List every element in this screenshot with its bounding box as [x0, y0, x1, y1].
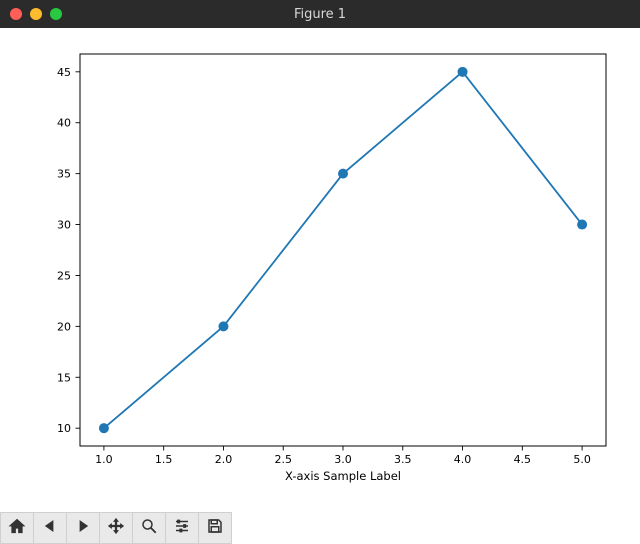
x-axis-label: X-axis Sample Label	[285, 469, 401, 483]
configure-subplots-button[interactable]	[165, 512, 199, 544]
plot-area: 1.0 1.5 2.0 2.5 3.0 3.5 4.0 4.5 5.0 10 15 20 25 30 35 4…	[0, 28, 640, 512]
configure-icon	[173, 517, 191, 539]
x-tick-label: 5.0	[573, 453, 591, 466]
x-tick-label: 1.0	[95, 453, 113, 466]
y-tick-label: 15	[57, 371, 71, 384]
home-icon	[8, 517, 26, 539]
axes-frame	[80, 54, 606, 446]
x-tick-label: 2.0	[215, 453, 233, 466]
traffic-lights	[0, 8, 62, 20]
y-tick-label: 10	[57, 422, 71, 435]
y-tick-label: 35	[57, 168, 71, 181]
pan-button[interactable]	[99, 512, 133, 544]
zoom-icon	[140, 517, 158, 539]
y-tick-label: 40	[57, 117, 71, 130]
window-title: Figure 1	[0, 7, 640, 22]
figure-window: Figure 1 1.0 1.5 2.0 2.5 3.0 3.5 4.0 4.5 5.0 10 15…	[0, 0, 640, 544]
data-marker	[99, 423, 109, 433]
x-tick-label: 1.5	[155, 453, 173, 466]
x-tick-label: 2.5	[274, 453, 292, 466]
data-marker	[458, 67, 468, 77]
forward-button[interactable]	[66, 512, 100, 544]
y-tick-label: 25	[57, 269, 71, 282]
minimize-button[interactable]	[30, 8, 42, 20]
pan-icon	[107, 517, 125, 539]
data-marker	[218, 321, 228, 331]
toolbar	[0, 512, 640, 544]
data-marker	[577, 220, 587, 230]
plot-svg: 1.0 1.5 2.0 2.5 3.0 3.5 4.0 4.5 5.0 10 15 20 25 30 35 4…	[0, 28, 640, 512]
data-marker	[338, 169, 348, 179]
save-button[interactable]	[198, 512, 232, 544]
forward-icon	[74, 517, 92, 539]
y-tick-label: 30	[57, 219, 71, 232]
data-line	[104, 72, 582, 428]
y-tick-label: 20	[57, 320, 71, 333]
x-tick-label: 3.0	[334, 453, 352, 466]
back-icon	[41, 517, 59, 539]
x-tick-label: 4.5	[514, 453, 532, 466]
save-icon	[206, 517, 224, 539]
back-button[interactable]	[33, 512, 67, 544]
y-tick-label: 45	[57, 66, 71, 79]
x-tick-label: 4.0	[454, 453, 472, 466]
home-button[interactable]	[0, 512, 34, 544]
x-tick-label: 3.5	[394, 453, 412, 466]
zoom-button[interactable]	[132, 512, 166, 544]
close-button[interactable]	[10, 8, 22, 20]
maximize-button[interactable]	[50, 8, 62, 20]
titlebar: Figure 1	[0, 0, 640, 28]
